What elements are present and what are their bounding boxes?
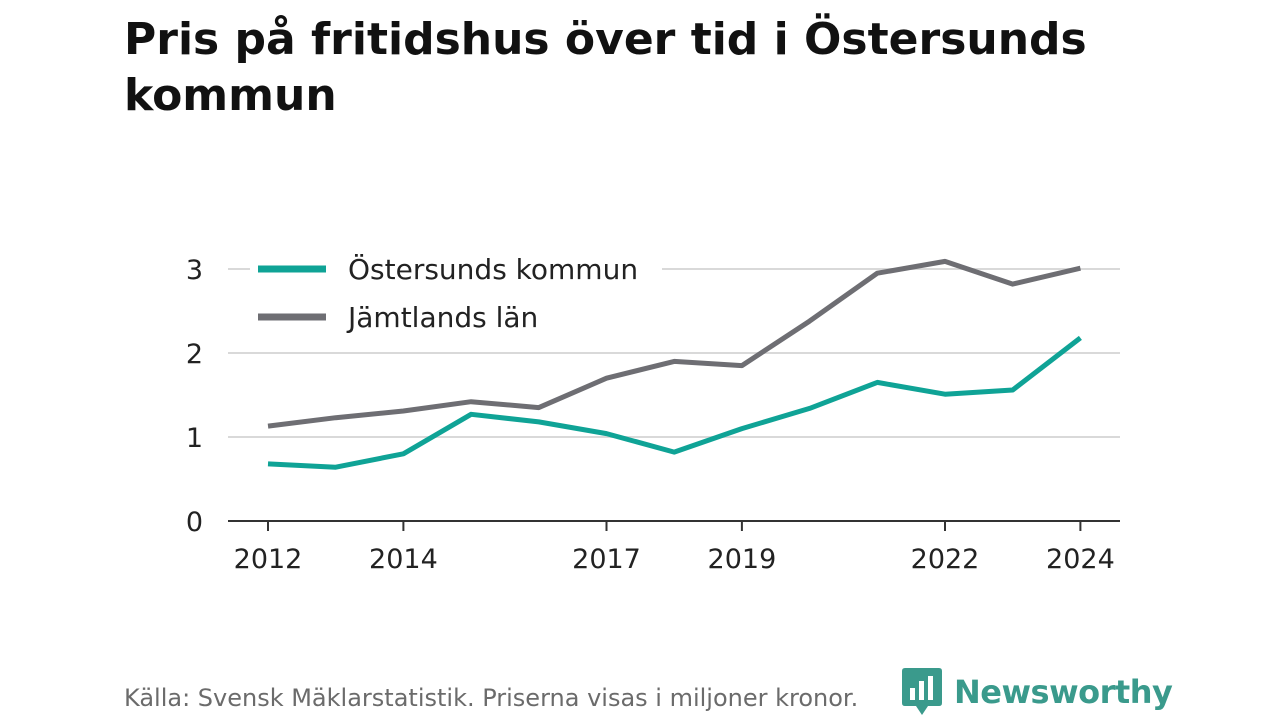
series-lines: [267, 258, 1082, 470]
y-tick-label: 0: [186, 507, 203, 538]
legend-label: Jämtlands län: [346, 301, 538, 334]
series-line-2: [267, 258, 1081, 429]
chart-title: Pris på fritidshus över tid i Östersunds…: [124, 14, 1087, 121]
brand-logo[interactable]: Newsworthy: [902, 668, 1173, 716]
y-tick-label: 3: [186, 255, 203, 286]
y-tick-label: 1: [186, 423, 203, 454]
x-tick-label: 2019: [708, 544, 777, 575]
legend-background: [250, 248, 662, 336]
y-tick-label: 2: [186, 339, 203, 370]
x-tick-label: 2024: [1046, 544, 1115, 575]
tick-labels: 0 1 2 3 2012 2014 2017 2019 2022 2024: [186, 255, 1115, 575]
bar-chart-speech-bubble-icon: [902, 668, 942, 715]
legend-label: Östersunds kommun: [348, 252, 638, 286]
x-tick-label: 2014: [369, 544, 438, 575]
source-note: Källa: Svensk Mäklarstatistik. Priserna …: [124, 684, 859, 712]
x-tick-label: 2022: [911, 544, 980, 575]
legend: Östersunds kommun Jämtlands län: [250, 248, 662, 336]
x-tick-label: 2012: [234, 544, 303, 575]
series-line-1: [267, 335, 1082, 470]
brand-name: Newsworthy: [954, 673, 1173, 711]
x-tick-label: 2017: [572, 544, 641, 575]
x-axis: [228, 520, 1120, 531]
